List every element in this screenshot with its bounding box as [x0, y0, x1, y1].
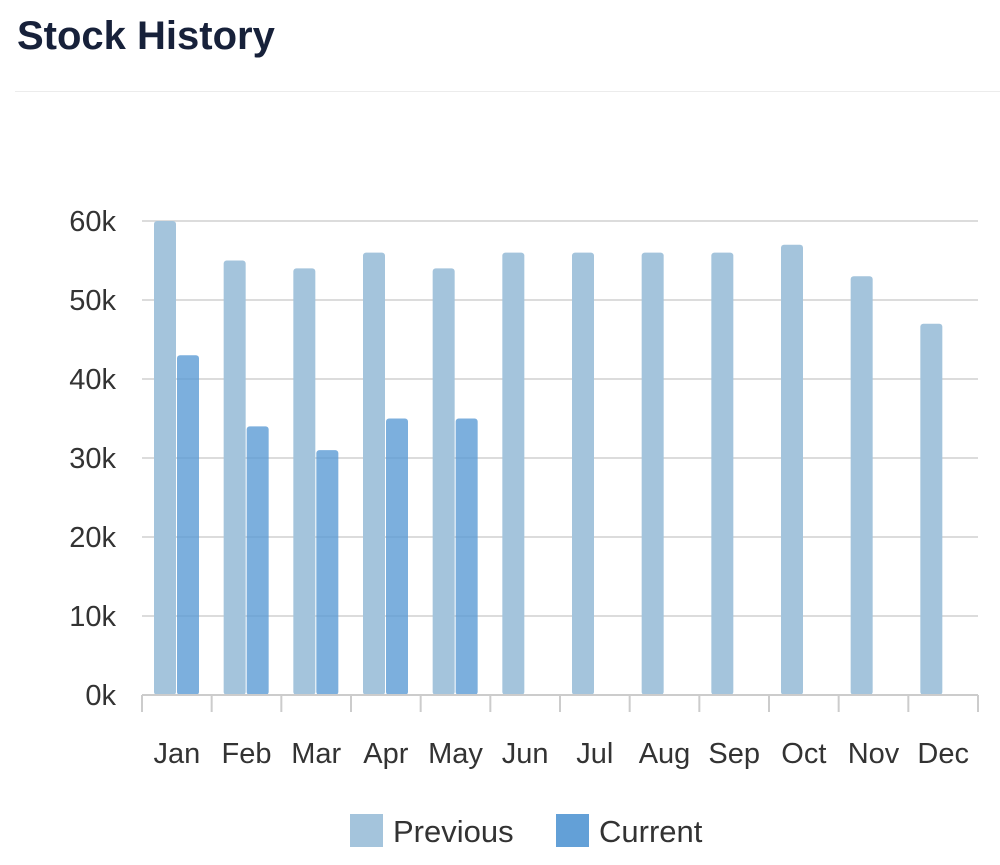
bar-previous-mar — [293, 268, 315, 695]
bar-previous-oct — [781, 245, 803, 695]
bar-previous-may — [433, 268, 455, 695]
x-tick-label-may: May — [428, 738, 483, 770]
y-axis-ticks: 0k 10k 20k 30k 40k 50k 60k — [69, 206, 116, 712]
x-tick-label-aug: Aug — [639, 738, 691, 770]
bar-previous-jun — [502, 253, 524, 695]
x-tick-label-mar: Mar — [291, 738, 341, 770]
bar-current-feb — [247, 426, 269, 695]
legend-item-previous[interactable]: Previous — [350, 814, 514, 849]
bar-current-may — [456, 419, 478, 696]
legend-item-current[interactable]: Current — [556, 814, 703, 849]
x-tick-label-jan: Jan — [153, 738, 200, 770]
x-tick-label-feb: Feb — [222, 738, 272, 770]
x-axis — [142, 695, 978, 712]
x-tick-label-sep: Sep — [708, 738, 760, 770]
y-tick-label: 50k — [69, 285, 116, 317]
bar-previous-jan — [154, 221, 176, 695]
x-tick-label-apr: Apr — [363, 738, 408, 770]
y-tick-label: 10k — [69, 601, 116, 633]
bar-previous-apr — [363, 253, 385, 695]
y-tick-label: 0k — [85, 680, 116, 712]
bar-current-mar — [316, 450, 338, 695]
bar-current-apr — [386, 419, 408, 696]
y-tick-label: 20k — [69, 522, 116, 554]
x-tick-label-jun: Jun — [502, 738, 549, 770]
x-tick-label-jul: Jul — [576, 738, 613, 770]
legend-swatch-current — [556, 814, 589, 847]
bar-current-jan — [177, 355, 199, 695]
bar-previous-nov — [851, 276, 873, 695]
x-axis-ticks: Jan Feb Mar Apr May Jun Jul Aug Sep Oct Nov Dec — [153, 738, 969, 770]
bar-previous-jul — [572, 253, 594, 695]
x-tick-label-nov: Nov — [848, 738, 900, 770]
legend-label-current: Current — [599, 814, 703, 849]
bar-previous-sep — [711, 253, 733, 695]
bar-previous-aug — [642, 253, 664, 695]
bar-previous-dec — [920, 324, 942, 695]
x-tick-label-dec: Dec — [917, 738, 969, 770]
legend[interactable]: Previous Current — [350, 814, 703, 849]
y-tick-label: 30k — [69, 443, 116, 475]
x-tick-label-oct: Oct — [781, 738, 826, 770]
legend-swatch-previous — [350, 814, 383, 847]
y-tick-label: 60k — [69, 206, 116, 238]
bar-previous-feb — [224, 261, 246, 696]
y-tick-label: 40k — [69, 364, 116, 396]
legend-label-previous: Previous — [393, 814, 514, 849]
